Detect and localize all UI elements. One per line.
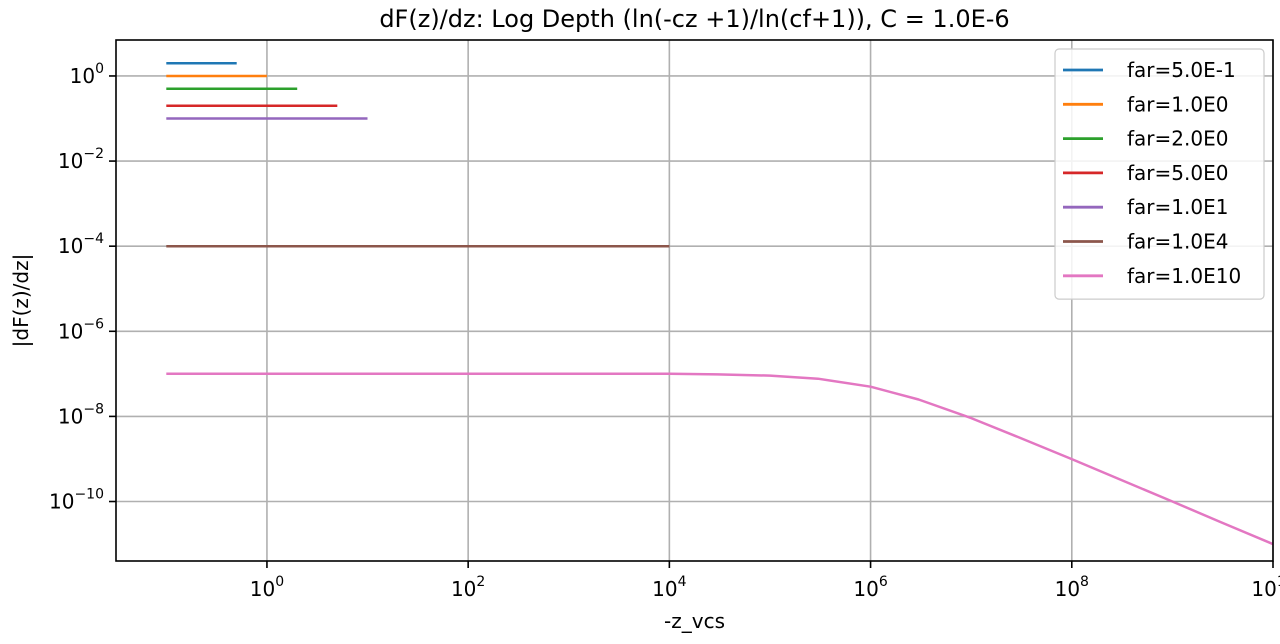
y-tick-label: 10−10 [49, 487, 104, 514]
y-tick-label: 10−2 [58, 146, 104, 173]
legend-entry-label: far=1.0E4 [1127, 230, 1228, 254]
legend-entry-label: far=1.0E1 [1127, 195, 1228, 219]
x-tick-label: 100 [250, 574, 284, 601]
legend-box [1054, 48, 1265, 300]
legend-entry-label: far=5.0E0 [1127, 161, 1228, 185]
x-tick-label: 106 [853, 574, 887, 601]
y-tick-label: 10−8 [58, 401, 104, 428]
series-line-far-1-0e10 [166, 372, 1274, 546]
plot-frame [115, 39, 1274, 562]
legend-entry-label: far=1.0E0 [1127, 92, 1228, 116]
y-axis-label: |dF(z)/dz| [9, 254, 33, 348]
y-tick-label: 10−4 [58, 231, 104, 258]
x-tick-label: 108 [1055, 574, 1089, 601]
legend-entry-label: far=5.0E-1 [1127, 58, 1236, 82]
y-axis-ticks: 100 10−2 10−4 10−6 10−8 10−10 [49, 61, 116, 514]
legend: far=5.0E-1 far=1.0E0 far=2.0E0 far=5.0E0 far… [1054, 48, 1265, 300]
x-tick-label: 102 [451, 574, 485, 601]
x-axis-label: -z_vcs [664, 609, 725, 633]
chart-title: dF(z)/dz: Log Depth (ln(-cz +1)/ln(cf+1)… [379, 5, 1009, 33]
y-tick-label: 100 [70, 61, 104, 88]
y-tick-label: 10−6 [58, 316, 104, 343]
legend-entry-label: far=1.0E10 [1127, 264, 1241, 288]
x-tick-label: 104 [652, 574, 686, 601]
series-lines [166, 61, 1274, 546]
legend-entry-label: far=2.0E0 [1127, 127, 1228, 151]
